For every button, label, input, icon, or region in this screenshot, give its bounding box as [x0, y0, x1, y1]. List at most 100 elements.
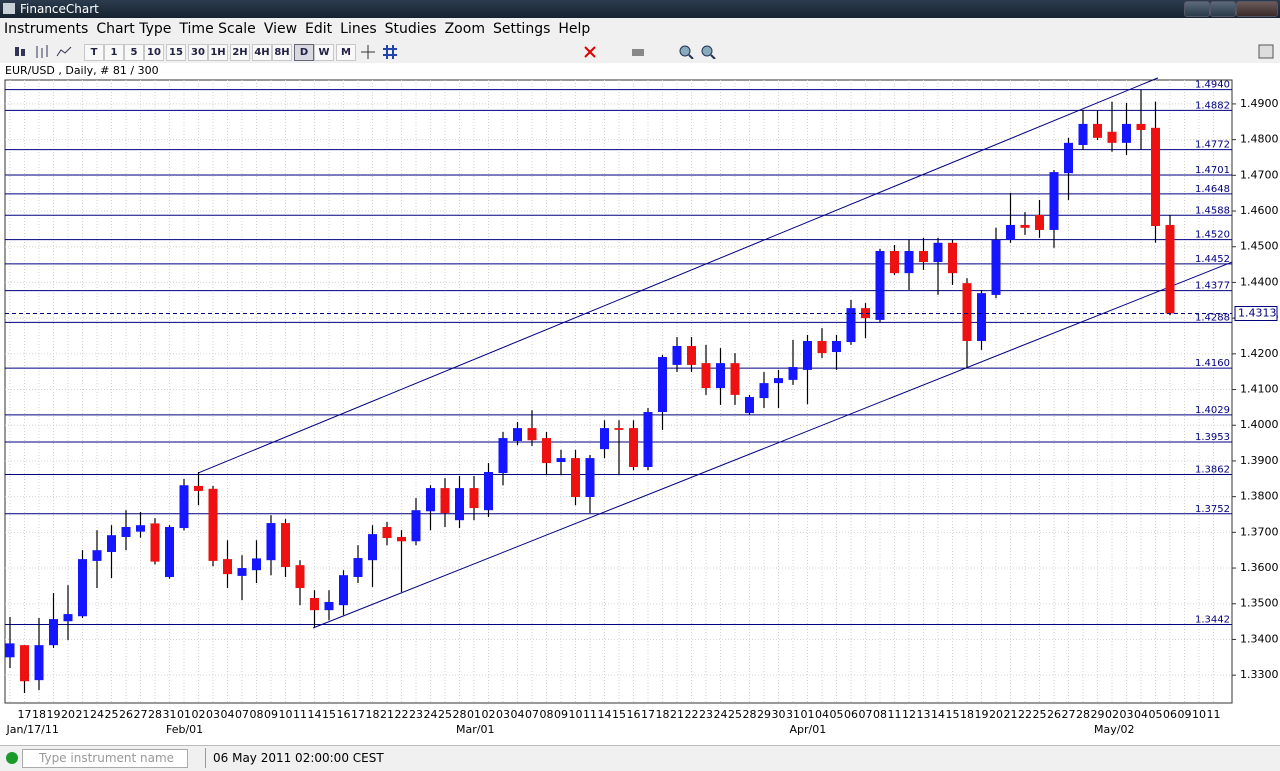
candle-body: [1093, 123, 1102, 138]
x-tick-label: 08: [540, 708, 554, 721]
candle-body: [687, 345, 696, 365]
y-tick-label: 1.4100: [1240, 383, 1279, 396]
x-tick-label: 11: [583, 708, 597, 721]
x-tick-label: 01: [467, 708, 481, 721]
y-tick-label: 1.3700: [1240, 525, 1279, 538]
zoom-out-icon[interactable]: [700, 44, 716, 59]
x-tick-label: 29: [757, 708, 771, 721]
timescale-button[interactable]: T: [84, 44, 104, 61]
close-button[interactable]: [1236, 1, 1278, 17]
candle-body: [1151, 127, 1160, 227]
candle-body: [223, 559, 232, 575]
menu-item[interactable]: View: [263, 21, 298, 37]
menu-item[interactable]: Lines: [340, 21, 377, 37]
timescale-button[interactable]: 4H: [252, 44, 272, 61]
timescale-button[interactable]: 15: [166, 44, 186, 61]
x-group-label: Feb/01: [166, 723, 203, 736]
candle-body: [745, 397, 754, 414]
x-tick-label: 11: [293, 708, 307, 721]
menu-item[interactable]: Edit: [305, 21, 333, 37]
x-tick-label: 02: [1105, 708, 1119, 721]
candle-body: [426, 488, 435, 512]
timescale-button[interactable]: M: [336, 44, 356, 61]
x-tick-label: 04: [511, 708, 525, 721]
candle-body: [397, 536, 406, 542]
x-tick-label: 03: [496, 708, 510, 721]
menu-item[interactable]: Help: [558, 21, 591, 37]
timescale-button[interactable]: D: [294, 44, 314, 61]
menu-item[interactable]: Settings: [492, 21, 551, 37]
x-tick-label: 09: [1178, 708, 1192, 721]
timescale-button[interactable]: 10: [144, 44, 164, 61]
x-tick-label: 05: [1149, 708, 1163, 721]
menu-item[interactable]: Chart Type: [96, 21, 172, 37]
x-tick-label: 09: [554, 708, 568, 721]
candle-body: [339, 575, 348, 606]
candle-body: [281, 523, 290, 567]
timescale-button[interactable]: W: [314, 44, 334, 61]
crosshair-icon[interactable]: [360, 44, 376, 59]
candle-body: [368, 534, 377, 561]
candle-body: [977, 293, 986, 341]
level-label: 1.4772: [1195, 140, 1230, 151]
search-placeholder: Type instrument name: [39, 751, 175, 765]
candle-body: [1064, 142, 1073, 174]
instrument-search[interactable]: Type instrument name: [22, 749, 188, 768]
y-tick-label: 1.3500: [1240, 597, 1279, 610]
candle-body: [919, 251, 928, 263]
y-tick-label: 1.4800: [1240, 133, 1279, 146]
print-icon[interactable]: [630, 44, 646, 59]
candle-body: [63, 614, 73, 622]
level-label: 1.4648: [1195, 184, 1230, 195]
candle-body: [585, 458, 595, 497]
x-tick-label: 16: [627, 708, 641, 721]
candle-body: [1020, 224, 1030, 228]
candle-body: [629, 428, 638, 468]
menu-item[interactable]: Instruments: [4, 21, 89, 37]
x-tick-label: 07: [235, 708, 249, 721]
panel-icon[interactable]: [1258, 44, 1274, 59]
candle-body: [455, 488, 464, 521]
candle-body: [861, 308, 870, 319]
timescale-button[interactable]: 1: [104, 44, 124, 61]
candle-body: [788, 367, 798, 380]
menu-item[interactable]: Studies: [384, 21, 437, 37]
timescale-button[interactable]: 2H: [230, 44, 250, 61]
zoom-in-icon[interactable]: [678, 44, 694, 59]
candle-body: [716, 363, 725, 389]
candle-body: [846, 308, 856, 343]
x-tick-label: 30: [772, 708, 786, 721]
x-tick-label: 03: [1120, 708, 1134, 721]
connection-indicator: [6, 752, 18, 764]
maximize-button[interactable]: [1210, 1, 1236, 17]
current-price-label: 1.4313: [1238, 306, 1277, 319]
candle-body: [252, 558, 261, 571]
bar-icon[interactable]: [34, 44, 50, 59]
x-tick-label: 25: [728, 708, 742, 721]
candle-body: [411, 510, 421, 542]
timescale-button[interactable]: 30: [188, 44, 208, 61]
x-tick-label: 10: [1192, 708, 1206, 721]
timescale-button[interactable]: 8H: [272, 44, 292, 61]
candle-body: [469, 488, 479, 509]
x-tick-label: 09: [264, 708, 278, 721]
y-tick-label: 1.3300: [1240, 668, 1279, 681]
menu-item[interactable]: Time Scale: [179, 21, 256, 37]
level-label: 1.3442: [1195, 614, 1230, 625]
x-tick-label: 05: [830, 708, 844, 721]
minimize-button[interactable]: [1184, 1, 1210, 17]
timescale-button[interactable]: 1H: [208, 44, 228, 61]
candle-body: [774, 378, 783, 384]
delete-icon[interactable]: [582, 44, 598, 59]
x-group-label: Mar/01: [456, 723, 494, 736]
candle-icon[interactable]: [12, 44, 28, 59]
line-icon[interactable]: [56, 44, 72, 59]
timescale-button[interactable]: 5: [124, 44, 144, 61]
grid-icon[interactable]: [382, 44, 398, 59]
level-label: 1.4520: [1195, 230, 1230, 241]
menu-item[interactable]: Zoom: [444, 21, 485, 37]
y-tick-label: 1.4700: [1240, 168, 1279, 181]
y-tick-label: 1.3400: [1240, 632, 1279, 645]
x-tick-label: 21: [1004, 708, 1018, 721]
candle-body: [310, 598, 319, 611]
